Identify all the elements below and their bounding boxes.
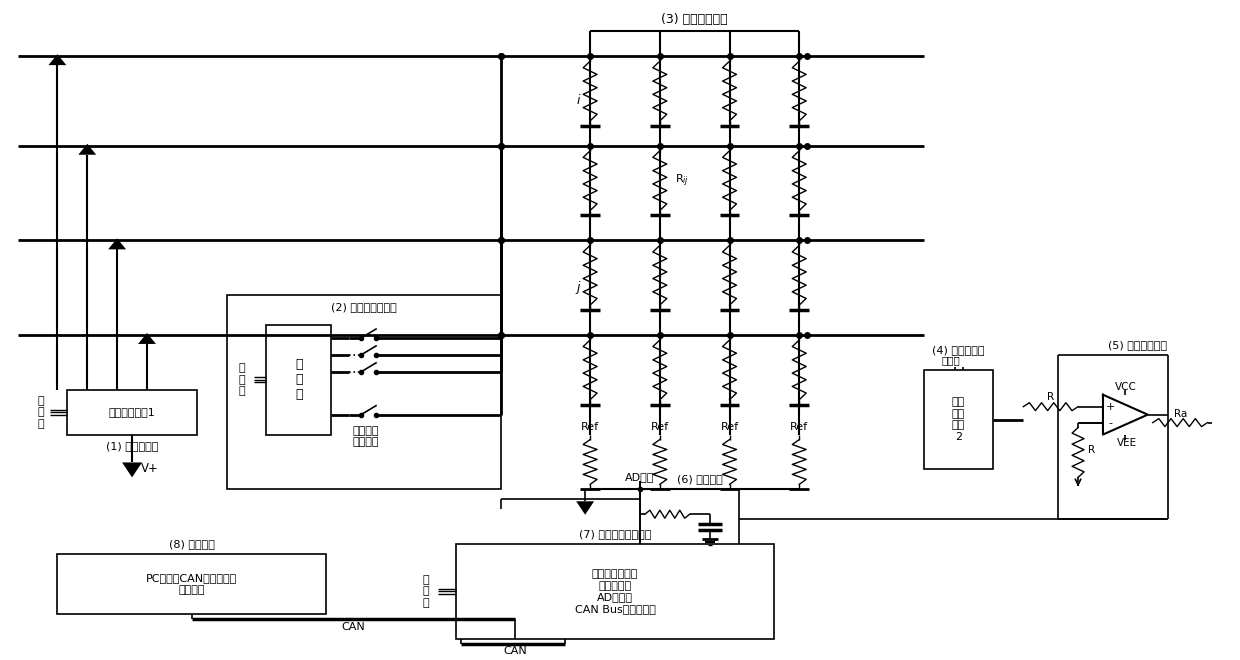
- Bar: [455, 544, 774, 639]
- Text: 微控制器系统：
触元切换：
AD转换：
CAN Bus数据转发。: 微控制器系统： 触元切换： AD转换： CAN Bus数据转发。: [574, 569, 656, 614]
- Text: (4) 列控制电路: (4) 列控制电路: [932, 345, 985, 355]
- Text: -: -: [1109, 418, 1114, 428]
- Text: Ra: Ra: [1173, 409, 1187, 418]
- Text: R: R: [1047, 392, 1054, 402]
- Text: 多路
模拟
开关
2: 多路 模拟 开关 2: [952, 397, 965, 442]
- Polygon shape: [78, 144, 97, 154]
- Text: 控制线: 控制线: [941, 355, 960, 365]
- Text: V+: V+: [141, 462, 159, 475]
- Text: 控
制
线: 控 制 线: [238, 363, 246, 397]
- Text: (3) 触元传感电路: (3) 触元传感电路: [661, 13, 728, 26]
- Text: 控
制
线: 控 制 线: [37, 395, 43, 429]
- Bar: [640, 489, 739, 559]
- Polygon shape: [48, 54, 67, 65]
- Polygon shape: [577, 502, 594, 515]
- Text: i: i: [577, 94, 580, 108]
- Text: 多路单刀
单掷开关: 多路单刀 单掷开关: [353, 426, 379, 447]
- Text: Ref: Ref: [582, 422, 599, 432]
- Bar: [924, 370, 993, 469]
- Text: +: +: [1106, 402, 1116, 412]
- Text: 控
制
线: 控 制 线: [423, 575, 429, 608]
- Text: (6) 滤波电路: (6) 滤波电路: [677, 475, 723, 484]
- Text: Ref: Ref: [790, 422, 808, 432]
- Text: Ref: Ref: [720, 422, 739, 432]
- Text: PC或其他CAN总线设备：
数据处理: PC或其他CAN总线设备： 数据处理: [146, 573, 237, 595]
- Text: j: j: [577, 281, 580, 294]
- Text: CAN: CAN: [503, 645, 527, 655]
- Polygon shape: [108, 238, 126, 249]
- Text: 多路模拟开关1: 多路模拟开关1: [109, 407, 155, 417]
- Text: CAN: CAN: [342, 622, 366, 632]
- Text: (1) 行控制电路: (1) 行控制电路: [105, 442, 159, 451]
- Text: (7) 微控制器控制电路: (7) 微控制器控制电路: [579, 529, 651, 539]
- Bar: [67, 390, 197, 434]
- Text: VEE: VEE: [1117, 438, 1137, 447]
- Text: R$_{ij}$: R$_{ij}$: [675, 172, 688, 189]
- Text: (8) 数据处理: (8) 数据处理: [169, 539, 215, 549]
- Text: R: R: [1089, 445, 1096, 455]
- Bar: [57, 554, 326, 614]
- Text: (5) 同向放大电路: (5) 同向放大电路: [1109, 340, 1167, 350]
- Bar: [267, 325, 331, 434]
- Text: (2) 等电势屏蔽电路: (2) 等电势屏蔽电路: [331, 302, 397, 312]
- Polygon shape: [138, 333, 156, 344]
- Text: Ref: Ref: [651, 422, 668, 432]
- Text: 译
码
器: 译 码 器: [295, 358, 303, 401]
- Polygon shape: [122, 463, 143, 477]
- Text: VCC: VCC: [1115, 381, 1136, 392]
- Text: AD输入: AD输入: [625, 473, 655, 482]
- Bar: [227, 295, 501, 489]
